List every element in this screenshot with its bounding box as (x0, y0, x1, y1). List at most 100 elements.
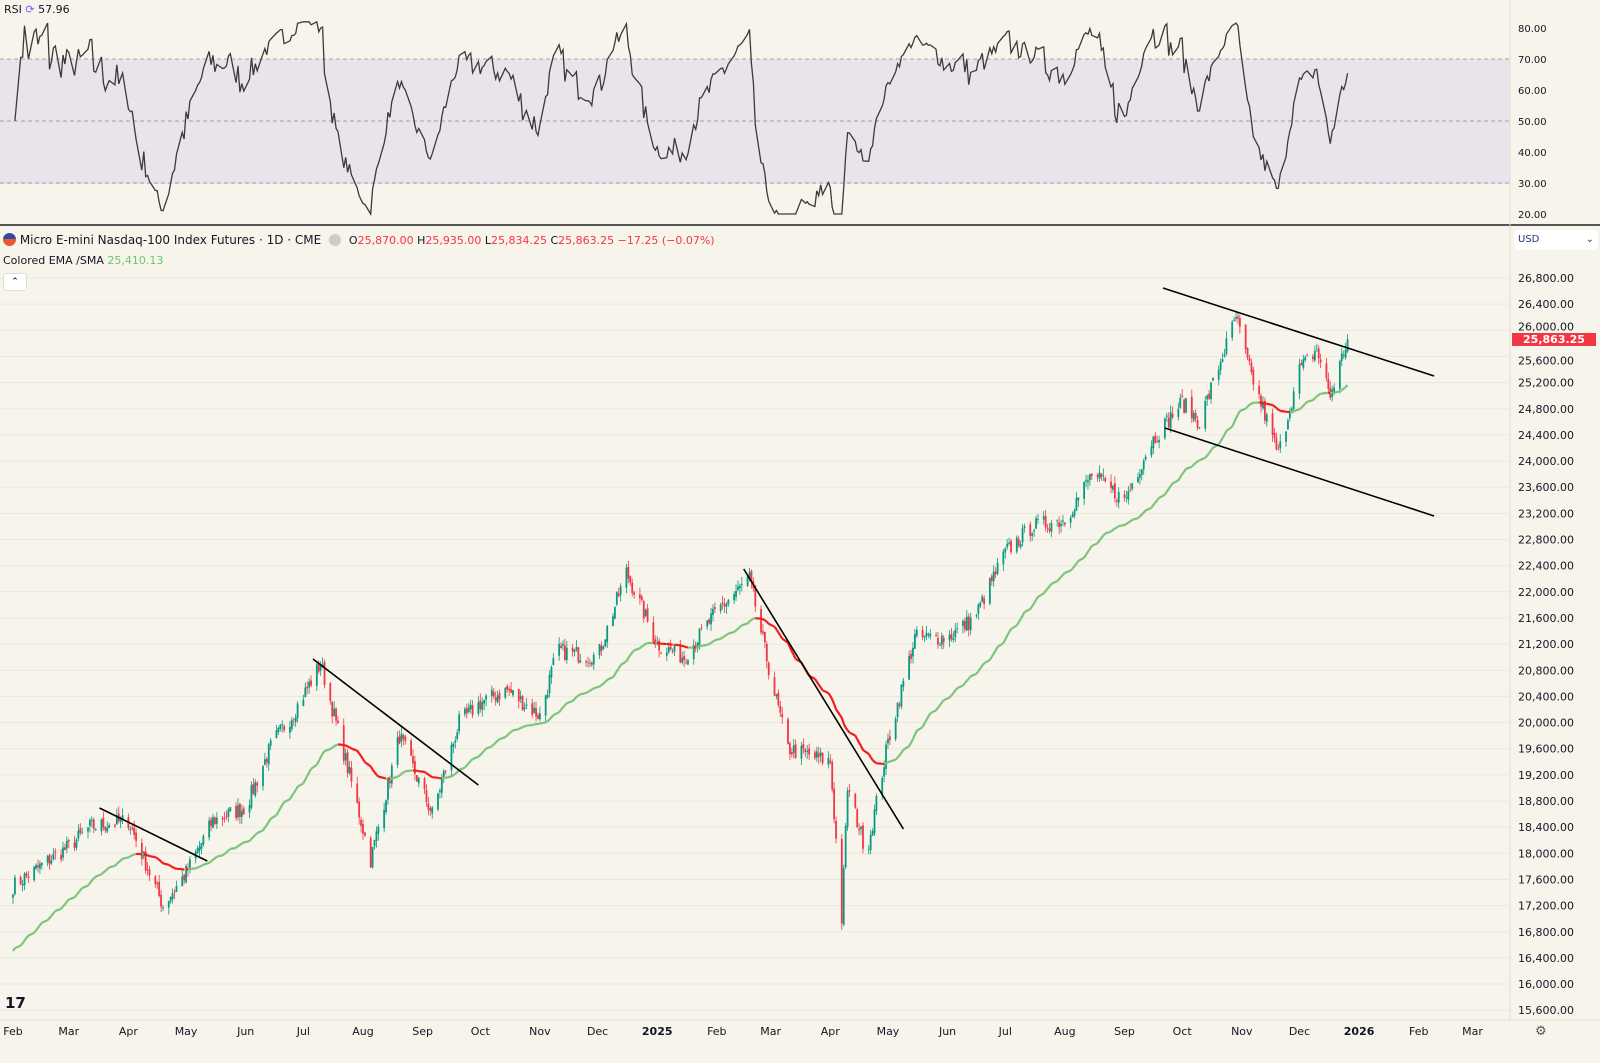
candle-body (423, 778, 426, 790)
high-value: 25,935.00 (425, 234, 482, 247)
candle-body (562, 643, 564, 646)
time-tick-label: Apr (821, 1025, 841, 1038)
candle-body (604, 639, 607, 647)
ema-segment (445, 775, 452, 779)
candle-body (479, 700, 482, 710)
price-tick-label: 16,400.00 (1518, 952, 1574, 965)
ema-segment (317, 756, 322, 762)
ema-segment (371, 768, 376, 773)
ema-segment (620, 660, 628, 666)
candle-body (519, 696, 522, 700)
ema-segment (883, 762, 887, 765)
ema-segment (27, 931, 35, 937)
price-tick-label: 20,400.00 (1518, 690, 1574, 703)
ema-segment (894, 756, 899, 761)
price-tick-label: 26,000.00 (1518, 320, 1574, 333)
ema-segment (683, 645, 687, 649)
candle-body (225, 816, 228, 818)
ema-segment (768, 622, 775, 628)
candle-body (875, 796, 878, 811)
price-tick-label: 16,800.00 (1518, 926, 1574, 939)
candle-body (1194, 413, 1197, 419)
candle-body (1062, 520, 1064, 522)
ema-segment (627, 654, 632, 659)
ema-segment (950, 692, 955, 697)
candle-body (1231, 321, 1234, 338)
ema-segment (1004, 635, 1009, 641)
ema-segment (1318, 392, 1322, 396)
ema-segment (558, 709, 562, 713)
ema-segment (418, 770, 425, 773)
price-tick-label: 15,600.00 (1518, 1004, 1574, 1017)
candle-body (571, 647, 574, 652)
ema-segment (1021, 611, 1026, 617)
ema-segment (762, 618, 766, 622)
ema-segment (472, 755, 479, 761)
change-value: −17.25 (−0.07%) (617, 234, 715, 247)
candle-body (862, 825, 864, 849)
ema-segment (506, 732, 510, 737)
ema-segment (369, 765, 374, 771)
time-tick-label: Feb (3, 1025, 22, 1038)
candle-body (833, 788, 836, 820)
candle-body (1137, 477, 1139, 483)
ema-segment (1002, 639, 1007, 644)
ema-segment (1131, 517, 1139, 521)
candle-body (1029, 524, 1032, 536)
candle-body (156, 882, 159, 885)
indicator-legend[interactable]: Colored EMA /SMA 25,410.13 (3, 254, 163, 267)
candle-body (481, 702, 484, 710)
candle-body (283, 726, 286, 731)
ema-segment (983, 659, 991, 665)
ema-segment (645, 642, 649, 645)
rsi-settings-icon[interactable]: ⟳ (25, 3, 35, 16)
ema-segment (304, 775, 309, 781)
symbol-title[interactable]: Micro E-mini Nasdaq-100 Index Futures · … (19, 233, 322, 247)
ema-segment (39, 922, 43, 926)
ema-segment (970, 672, 977, 678)
rsi-legend: RSI ⟳ 57.96 (4, 3, 70, 16)
ema-segment (1304, 401, 1308, 405)
ema-segment (885, 761, 889, 765)
candle-body (927, 634, 930, 636)
ema-segment (221, 852, 226, 857)
time-tick-label: 2026 (1344, 1025, 1375, 1038)
ema-segment (1244, 405, 1249, 410)
candle-body (1002, 551, 1005, 565)
candle-body (1042, 516, 1045, 520)
candle-body (600, 645, 603, 652)
ema-segment (1046, 585, 1051, 590)
candle-body (1167, 417, 1170, 428)
candle-body (1306, 355, 1309, 356)
ema-segment (1208, 449, 1212, 454)
settings-gear-icon[interactable]: ⚙ (1535, 1024, 1547, 1039)
candle-body (19, 877, 22, 885)
ema-segment (333, 744, 337, 748)
ema-segment (199, 864, 202, 868)
candle-body (431, 807, 434, 814)
ema-segment (701, 643, 708, 647)
candle-body (308, 681, 311, 688)
candle-body (142, 851, 145, 857)
currency-select[interactable]: USD ⌄ (1514, 230, 1598, 250)
ema-segment (1008, 628, 1012, 633)
ema-segment (265, 821, 270, 826)
candle-body (1015, 537, 1018, 552)
candle-body (1340, 353, 1343, 361)
candle-body (846, 790, 849, 828)
ema-segment (270, 814, 278, 820)
candle-body (746, 576, 749, 586)
candle-body (546, 694, 549, 698)
ema-segment (1233, 417, 1238, 423)
ema-segment (402, 770, 406, 774)
collapse-legend-button[interactable]: ⌃ (3, 273, 27, 291)
ema-segment (491, 743, 495, 748)
ema-segment (1239, 407, 1247, 413)
candle-body (1285, 431, 1287, 442)
candle-body (873, 809, 876, 834)
candles (12, 310, 1349, 931)
ema-segment (1163, 491, 1168, 496)
tradingview-logo[interactable]: 17 (5, 994, 26, 1012)
ema-segment (612, 673, 616, 678)
